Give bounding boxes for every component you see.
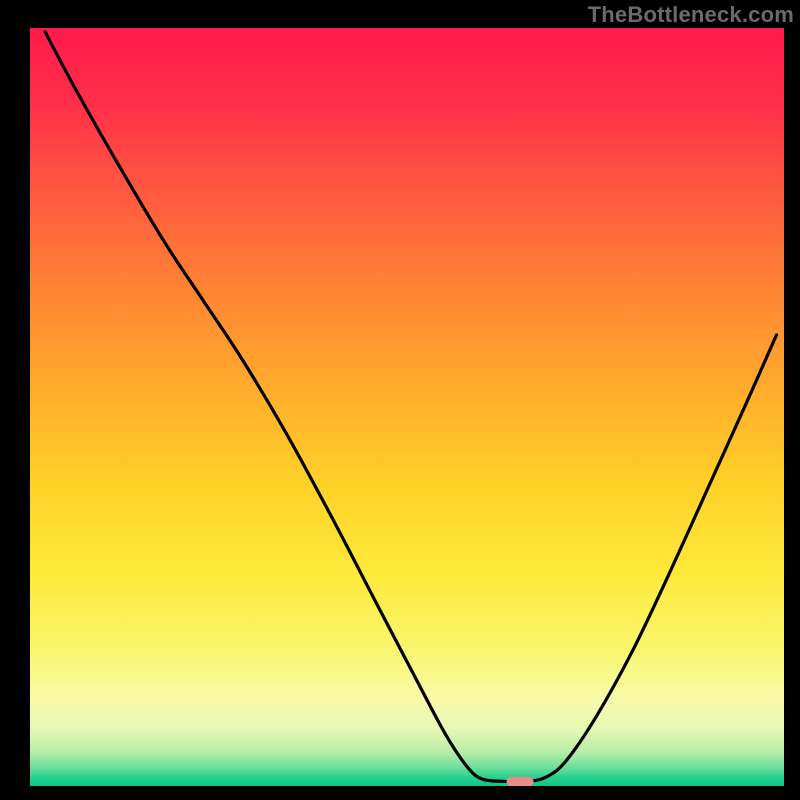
frame-border (784, 0, 800, 800)
frame-border (0, 786, 800, 800)
frame-border (0, 0, 30, 800)
plot-background (30, 28, 784, 786)
frame-border (0, 0, 800, 28)
optimal-point-marker (507, 777, 534, 787)
bottleneck-curve-chart (0, 0, 800, 800)
chart-frame: TheBottleneck.com (0, 0, 800, 800)
